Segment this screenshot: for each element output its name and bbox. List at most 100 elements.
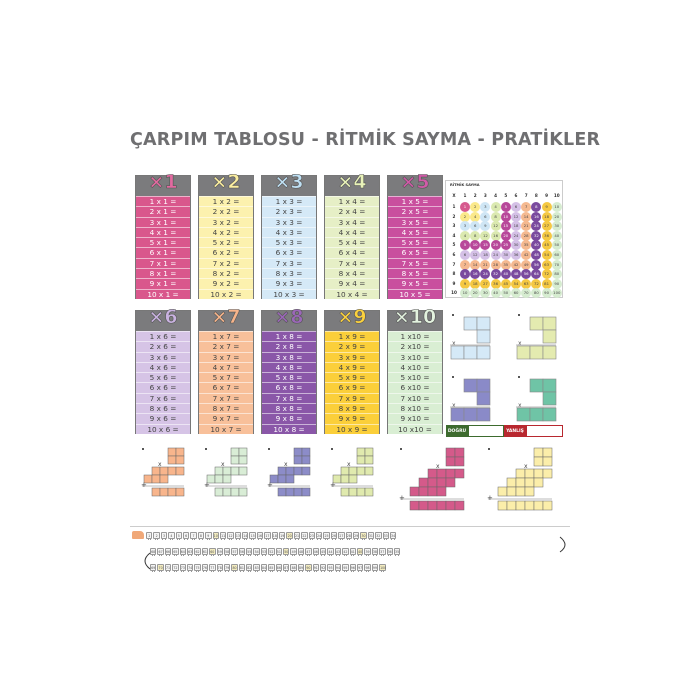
train-car: 38 (371, 548, 379, 556)
table-title: ×8 (274, 306, 304, 328)
train-car: 20 (286, 532, 293, 540)
train-car: 8 (197, 532, 205, 540)
grid-cell: 16 (470, 269, 481, 280)
grid-row-header: 1 (452, 204, 456, 209)
grid-cell: 90 (541, 288, 552, 299)
train-car: 43 (334, 548, 342, 556)
table-row: 3 x 6 = (136, 351, 190, 362)
diagram-cell (293, 455, 303, 465)
diagram-cell (167, 466, 177, 476)
table-header: ×5 (388, 172, 442, 196)
grid-cell: 27 (480, 278, 491, 289)
train-car: 66 (164, 548, 172, 556)
train-car: 15 (249, 532, 256, 540)
diagram-sum-cell (151, 487, 161, 497)
dot-marker (518, 376, 520, 378)
train-car: 36 (386, 548, 393, 556)
grid-cell: 24 (480, 269, 491, 280)
practice-shape-3: x (450, 376, 491, 422)
grid-cell: 63 (521, 278, 532, 289)
correct-field[interactable] (468, 425, 504, 437)
table-row: 6 x 1 = (136, 247, 190, 258)
diagram-sum-cell (340, 487, 350, 497)
shape-cell (516, 407, 531, 422)
table-row: 10 x 5 = (388, 288, 442, 299)
train-car: 51 (275, 548, 283, 556)
grid-cell: 12 (490, 221, 501, 232)
diagram-cell (427, 477, 438, 488)
grid-cell: 15 (500, 221, 511, 232)
diagram-cell (506, 477, 517, 488)
train-car: 13 (234, 532, 242, 540)
plus-mark: + (267, 481, 273, 489)
table-row: 5 x 6 = (136, 372, 190, 383)
train-car: 18 (271, 532, 279, 540)
diagram-cell (348, 466, 358, 476)
grid-cell: 8 (531, 202, 542, 212)
ritmik-sayma-label: RİTMİK SAYMA (450, 183, 480, 187)
diagram-5: x+ (399, 447, 465, 511)
grid-cell: 60 (551, 250, 562, 260)
diagram-sum-cell (427, 500, 438, 511)
train-car: 97 (356, 564, 364, 572)
table-row: 3 x 3 = (262, 216, 316, 227)
table-row: 3 x 8 = (262, 351, 316, 362)
divider (130, 526, 570, 527)
grid-cell: 49 (521, 259, 532, 270)
diagram-cell (533, 477, 544, 488)
grid-cell: 21 (521, 221, 532, 232)
train-car: 52 (268, 548, 275, 556)
train-car: 24 (315, 532, 323, 540)
table-row: 8 x 3 = (262, 268, 316, 279)
table-row: 8 x 5 = (388, 268, 442, 279)
diagram-cell (340, 466, 350, 476)
table-header: ×9 (325, 307, 379, 331)
train-car: 86 (275, 564, 283, 572)
table-row: 4 x10 = (388, 361, 442, 373)
table-row: 4 x 7 = (199, 361, 253, 373)
diagram-cell (230, 455, 240, 465)
dot-marker (518, 314, 520, 316)
times-table-3: ×3 1 x 3 = 2 x 3 = 3 x 3 = 4 x 3 = 5 x 3 = 6 x… (261, 172, 317, 299)
train-car: 45 (319, 548, 327, 556)
grid-cell: 72 (531, 278, 542, 289)
train-car: 54 (253, 548, 260, 556)
wrong-field[interactable] (526, 425, 563, 437)
shape-cell (450, 345, 465, 360)
grid-cell: 35 (500, 259, 511, 270)
diagram-cell (293, 447, 303, 457)
diagram-cell (364, 447, 374, 457)
table-row: 5 x 5 = (388, 237, 442, 248)
train-car: 100 (379, 564, 387, 572)
diagram-cell (436, 477, 447, 488)
train-car: 74 (186, 564, 194, 572)
grid-cell: 40 (531, 240, 542, 251)
grid-cell: 28 (490, 259, 501, 270)
diagram-1: x+ (141, 447, 185, 497)
table-row: 5 x10 = (388, 372, 442, 383)
train-car: 92 (319, 564, 327, 572)
diagram-cell (418, 486, 429, 497)
train-car: 55 (246, 548, 253, 556)
diagram-cell (175, 447, 185, 457)
table-row: 7 x 8 = (262, 392, 316, 404)
diagram-3: x+ (267, 447, 311, 497)
multiply-mark: x (452, 340, 456, 347)
table-row: 1 x 5 = (388, 196, 442, 207)
dot-marker (268, 448, 270, 450)
diagram-cell (348, 474, 358, 484)
table-row: 3 x 4 = (325, 216, 379, 227)
grid-cell: 14 (521, 211, 532, 222)
practice-shape-1: x (450, 314, 491, 360)
diagram-sum-cell (524, 500, 535, 511)
table-row: 10 x 4 = (325, 288, 379, 299)
table-row: 1 x 4 = (325, 196, 379, 207)
diagram-cell (167, 447, 177, 457)
diagram-cell (364, 466, 374, 476)
practice-shape-4: x (516, 376, 557, 422)
grid-cell: 80 (551, 269, 562, 280)
table-row: 1 x 8 = (262, 331, 316, 342)
table-row: 1 x 7 = (199, 331, 253, 342)
table-row: 5 x 4 = (325, 237, 379, 248)
dot-marker (400, 448, 402, 450)
